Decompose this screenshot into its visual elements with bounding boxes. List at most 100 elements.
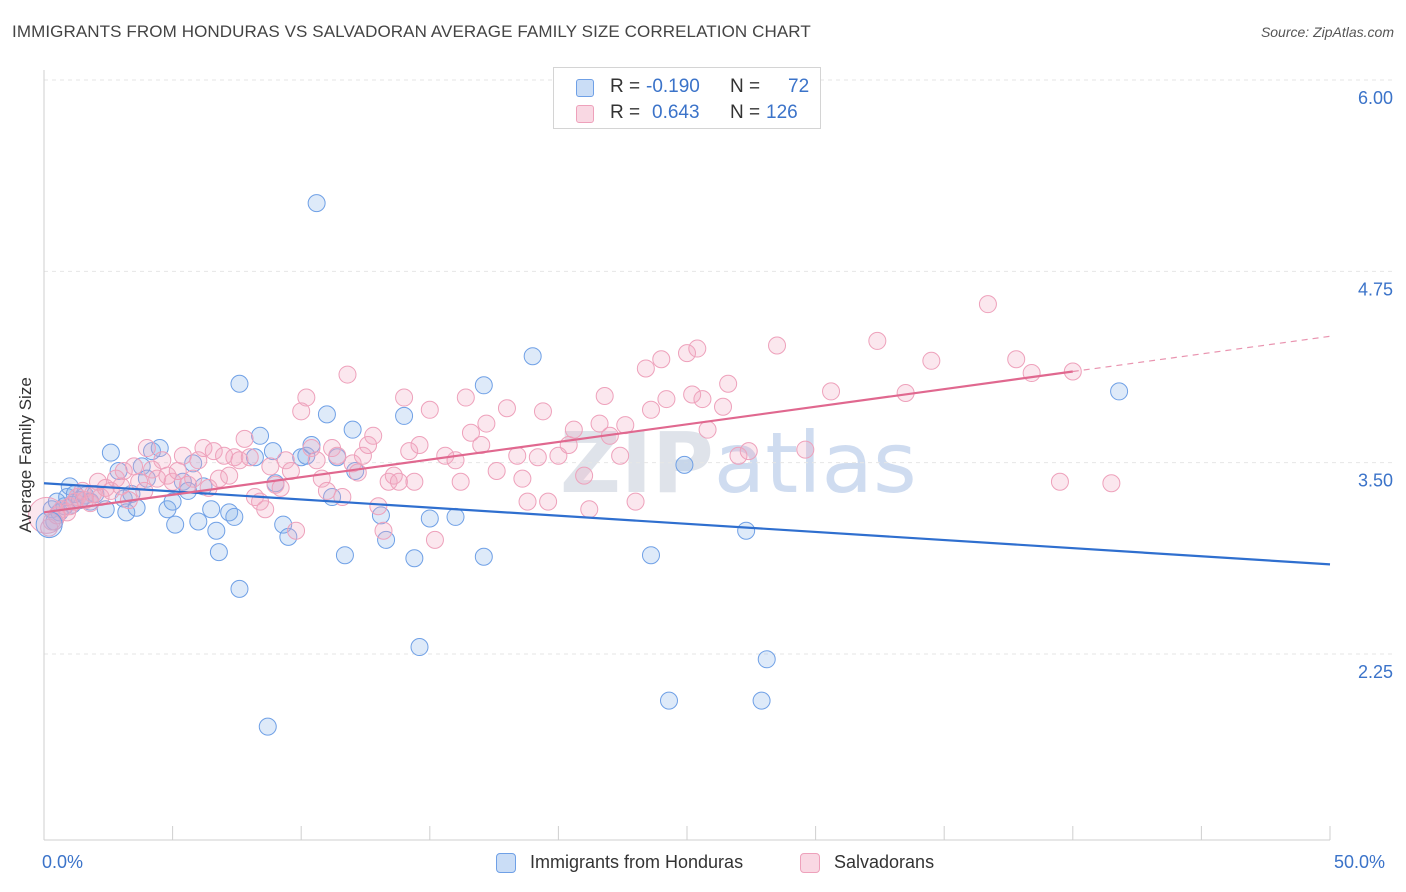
salvadoran-point bbox=[194, 439, 213, 458]
salvadoran-point bbox=[184, 469, 203, 488]
salvadoran-point bbox=[353, 446, 372, 465]
salvadoran-point bbox=[497, 399, 516, 418]
salvadoran-point bbox=[868, 331, 887, 350]
y-tick-label: 6.00 bbox=[1358, 88, 1393, 108]
salvadoran-point bbox=[158, 466, 177, 485]
salvadoran-point bbox=[688, 339, 707, 358]
honduras-point bbox=[230, 374, 249, 393]
n-value: 126 bbox=[766, 102, 798, 123]
honduras-point bbox=[163, 492, 182, 511]
honduras-point bbox=[675, 455, 694, 474]
salvadoran-point bbox=[590, 414, 609, 433]
honduras-point bbox=[189, 512, 208, 531]
honduras-point bbox=[335, 546, 354, 565]
honduras-point bbox=[184, 454, 203, 473]
salvadoran-point bbox=[220, 466, 239, 485]
honduras-point bbox=[474, 547, 493, 566]
salvadoran-point bbox=[1007, 350, 1026, 369]
salvadoran-point bbox=[204, 442, 223, 461]
honduras-point bbox=[1110, 382, 1129, 401]
salvadoran-point bbox=[698, 420, 717, 439]
r-value: -0.190 bbox=[646, 76, 700, 97]
salvadoran-point bbox=[1102, 474, 1121, 493]
salvadoran-point bbox=[287, 521, 306, 540]
r-label: R = bbox=[610, 76, 641, 97]
y-tick-labels: 2.25 3.50 4.75 6.00 bbox=[1358, 88, 1393, 682]
salvadoran-point bbox=[42, 512, 61, 531]
chart-title: IMMIGRANTS FROM HONDURAS VS SALVADORAN A… bbox=[12, 22, 811, 41]
legend-swatch-honduras bbox=[576, 79, 594, 97]
salvadoran-point bbox=[364, 426, 383, 445]
honduras-point bbox=[659, 691, 678, 710]
salvadoran-point bbox=[657, 390, 676, 409]
salvadoran-point bbox=[28, 496, 66, 534]
correlation-legend: R = -0.190 N = 72 R = 0.643 N = 126 bbox=[553, 67, 821, 129]
salvadoran-point bbox=[451, 472, 470, 491]
honduras-point bbox=[757, 650, 776, 669]
salvadoran-point bbox=[518, 492, 537, 511]
x-tick-label-max: 50.0% bbox=[1334, 852, 1386, 872]
honduras-point bbox=[737, 521, 756, 540]
salvadoran-point bbox=[477, 414, 496, 433]
salvadoran-point bbox=[922, 351, 941, 370]
honduras-point bbox=[251, 426, 270, 445]
salvadoran-point bbox=[461, 423, 480, 442]
honduras-point bbox=[225, 507, 244, 526]
n-label: N = bbox=[730, 102, 761, 123]
salvadoran-point bbox=[528, 448, 547, 467]
honduras-point bbox=[523, 347, 542, 366]
salvadoran-point bbox=[611, 446, 630, 465]
honduras-point bbox=[166, 515, 185, 534]
y-tick-label: 4.75 bbox=[1358, 279, 1393, 299]
n-value: 72 bbox=[788, 76, 810, 97]
salvadoran-point bbox=[575, 466, 594, 485]
honduras-point bbox=[307, 194, 326, 213]
salvadoran-point bbox=[400, 442, 419, 461]
honduras-point bbox=[752, 691, 771, 710]
salvadoran-point bbox=[395, 388, 414, 407]
salvadoran-point bbox=[652, 350, 671, 369]
salvadoran-point bbox=[338, 365, 357, 384]
salvadoran-point bbox=[729, 446, 748, 465]
legend-label-honduras: Immigrants from Honduras bbox=[530, 852, 744, 872]
salvadoran-point bbox=[456, 388, 475, 407]
salvadoran-point bbox=[533, 402, 552, 421]
salvadoran-point bbox=[410, 435, 429, 454]
salvadoran-point bbox=[595, 387, 614, 406]
salvadoran-point bbox=[641, 400, 660, 419]
y-tick-label: 3.50 bbox=[1358, 471, 1393, 491]
salvadoran-point bbox=[125, 457, 144, 476]
salvadoran-point bbox=[137, 439, 156, 458]
salvadoran-point bbox=[359, 435, 378, 454]
r-value: 0.643 bbox=[652, 102, 700, 123]
salvadoran-point bbox=[626, 492, 645, 511]
y-axis-label: Average Family Size bbox=[16, 377, 35, 533]
salvadoran-point bbox=[317, 481, 336, 500]
salvadoran-point bbox=[678, 344, 696, 363]
salvadoran-point bbox=[822, 382, 841, 401]
honduras-point bbox=[207, 521, 226, 540]
n-label: N = bbox=[730, 76, 761, 97]
legend-swatch-salvadorans bbox=[800, 853, 820, 873]
salvadoran-point bbox=[384, 466, 403, 485]
salvadoran-point bbox=[379, 472, 398, 491]
salvadoran-point bbox=[114, 462, 133, 481]
axis-layer bbox=[43, 70, 1331, 841]
x-tick-label-min: 0.0% bbox=[42, 852, 84, 872]
salvadoran-point bbox=[240, 448, 259, 467]
salvadoran-point bbox=[235, 429, 254, 448]
salvadoran-point bbox=[328, 446, 347, 465]
salvadoran-trend-line bbox=[43, 370, 1073, 514]
salvadoran-point bbox=[420, 400, 439, 419]
honduras-trend-line bbox=[43, 482, 1331, 566]
salvadoran-point bbox=[693, 390, 712, 409]
honduras-point bbox=[317, 405, 336, 424]
chart-source: Source: ZipAtlas.com bbox=[1260, 24, 1394, 40]
honduras-point bbox=[101, 443, 120, 462]
salvadoran-point bbox=[719, 374, 738, 393]
salvadoran-point bbox=[343, 454, 362, 473]
salvadoran-trend-extension bbox=[1072, 335, 1331, 373]
salvadoran-point bbox=[163, 472, 182, 491]
honduras-point bbox=[258, 717, 277, 736]
